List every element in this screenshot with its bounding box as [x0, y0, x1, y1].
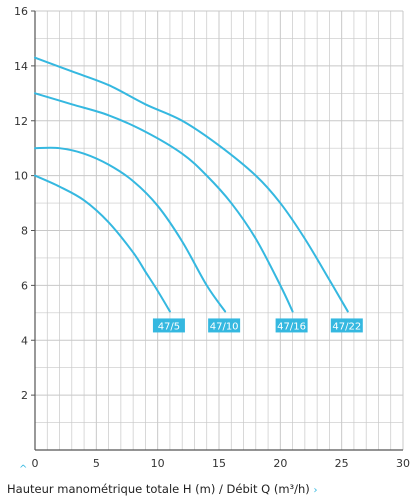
series-line-47-22	[34, 56, 349, 313]
x-tick-label: 30	[396, 457, 410, 470]
series-lines	[34, 56, 349, 313]
series-badge-47-16	[275, 318, 308, 333]
x-tick-label: 20	[273, 457, 287, 470]
series-badge-47-22	[330, 318, 363, 333]
series-line-47-16	[34, 92, 294, 313]
y-tick-label: 14	[14, 60, 28, 73]
series-badge-47-5	[152, 318, 185, 333]
series-badge-label: 47/16	[277, 321, 306, 332]
y-tick-label: 6	[21, 279, 28, 292]
y-tick-label: 4	[21, 334, 28, 347]
series-badge-47-10	[208, 318, 241, 333]
series-line-47-10	[34, 146, 227, 313]
y-tick-label: 8	[21, 225, 28, 238]
chevron-right-icon[interactable]: ›	[313, 485, 318, 496]
up-arrow-icon: ^	[19, 464, 28, 475]
y-tick-label: 10	[14, 170, 28, 183]
series-badge-label: 47/5	[158, 321, 180, 332]
series-badges: 47/5 47/10 47/16 47/22	[152, 318, 363, 333]
x-tick-label: 25	[335, 457, 349, 470]
y-tick-label: 2	[21, 389, 28, 402]
axis-caption: Hauteur manométrique totale H (m) / Débi…	[7, 482, 317, 496]
x-tick-label: 15	[212, 457, 226, 470]
series-badge-label: 47/10	[210, 321, 239, 332]
x-tick-label: 5	[93, 457, 100, 470]
axes	[31, 10, 403, 451]
series-line-47-5	[34, 174, 171, 313]
y-tick-label: 12	[14, 115, 28, 128]
x-tick-labels: 0 5 10 15 20 25 30	[32, 457, 411, 470]
axis-caption-text: Hauteur manométrique totale H (m) / Débi…	[7, 482, 310, 496]
series-badge-label: 47/22	[332, 321, 361, 332]
x-tick-label: 0	[32, 457, 39, 470]
y-tick-label: 16	[14, 5, 28, 18]
x-tick-label: 10	[151, 457, 165, 470]
y-tick-labels: 2 4 6 8 10 12 14 16	[14, 5, 28, 402]
